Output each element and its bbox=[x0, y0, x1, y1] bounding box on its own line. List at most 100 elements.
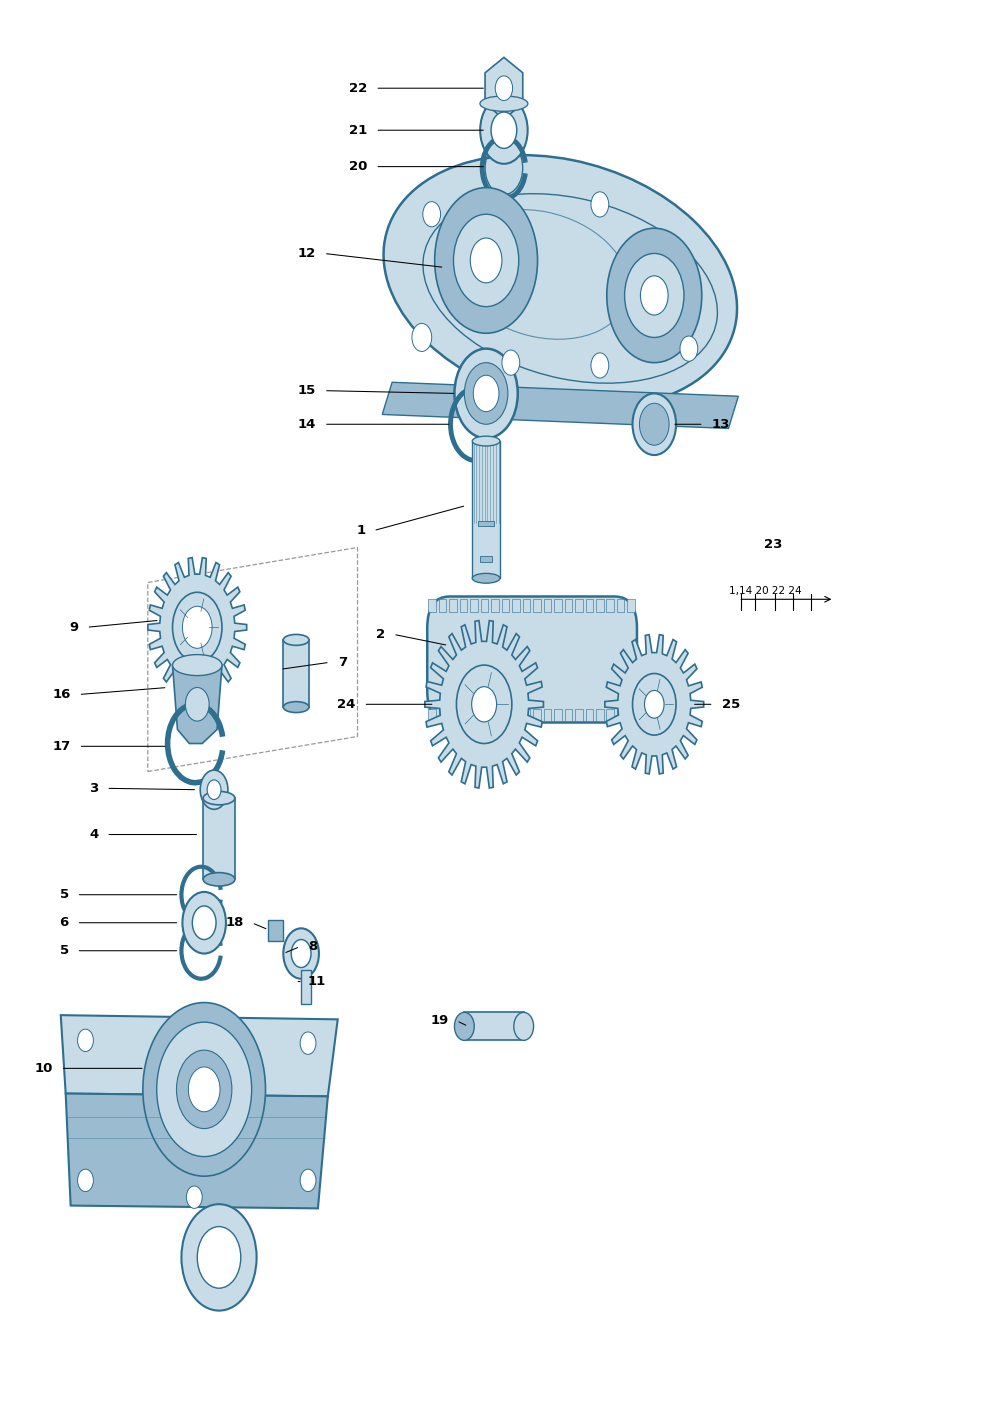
Bar bbox=[502, 599, 509, 612]
Text: 13: 13 bbox=[711, 418, 730, 431]
Text: 15: 15 bbox=[298, 384, 316, 397]
Circle shape bbox=[188, 1066, 220, 1111]
Circle shape bbox=[423, 202, 440, 227]
Bar bbox=[502, 709, 509, 721]
Polygon shape bbox=[485, 58, 523, 119]
Polygon shape bbox=[148, 557, 247, 697]
Circle shape bbox=[641, 276, 669, 316]
Ellipse shape bbox=[284, 634, 310, 645]
Text: 8: 8 bbox=[309, 940, 317, 953]
Bar bbox=[596, 709, 603, 721]
Circle shape bbox=[643, 407, 667, 441]
Text: 18: 18 bbox=[225, 916, 244, 929]
Text: 6: 6 bbox=[60, 916, 68, 929]
Bar bbox=[628, 599, 635, 612]
Circle shape bbox=[607, 229, 701, 362]
Bar bbox=[269, 920, 284, 941]
Text: 4: 4 bbox=[89, 828, 98, 840]
Bar bbox=[438, 599, 446, 612]
Bar bbox=[491, 599, 499, 612]
Bar bbox=[555, 599, 561, 612]
Circle shape bbox=[292, 940, 311, 968]
Bar bbox=[512, 599, 520, 612]
Circle shape bbox=[192, 906, 216, 940]
Ellipse shape bbox=[480, 95, 528, 111]
Bar bbox=[459, 599, 467, 612]
Circle shape bbox=[473, 375, 499, 411]
Bar bbox=[449, 709, 456, 721]
Ellipse shape bbox=[203, 873, 235, 887]
Bar bbox=[555, 709, 561, 721]
FancyBboxPatch shape bbox=[428, 596, 637, 723]
Circle shape bbox=[186, 687, 209, 721]
Circle shape bbox=[182, 1204, 257, 1310]
Circle shape bbox=[207, 780, 221, 800]
Ellipse shape bbox=[203, 791, 235, 805]
Text: 24: 24 bbox=[337, 697, 355, 711]
Bar bbox=[481, 709, 488, 721]
Bar bbox=[491, 709, 499, 721]
Circle shape bbox=[456, 665, 512, 744]
Bar bbox=[575, 599, 582, 612]
Circle shape bbox=[645, 690, 664, 718]
Bar bbox=[438, 709, 446, 721]
Circle shape bbox=[502, 349, 520, 375]
Bar bbox=[596, 599, 603, 612]
Text: 20: 20 bbox=[349, 160, 367, 173]
Text: 5: 5 bbox=[60, 944, 68, 957]
Bar bbox=[470, 599, 478, 612]
Bar bbox=[606, 709, 614, 721]
Circle shape bbox=[464, 362, 508, 424]
Bar bbox=[523, 709, 530, 721]
Ellipse shape bbox=[472, 436, 500, 446]
Circle shape bbox=[470, 239, 502, 283]
Text: 9: 9 bbox=[69, 620, 78, 634]
Polygon shape bbox=[65, 1093, 327, 1208]
Bar bbox=[617, 709, 625, 721]
Circle shape bbox=[183, 606, 212, 648]
Circle shape bbox=[491, 112, 517, 149]
Circle shape bbox=[680, 337, 697, 361]
Bar bbox=[512, 709, 520, 721]
Text: 17: 17 bbox=[53, 739, 70, 753]
Text: 1,14 20 22 24: 1,14 20 22 24 bbox=[729, 586, 802, 596]
Circle shape bbox=[480, 97, 528, 164]
Text: 14: 14 bbox=[298, 418, 316, 431]
Ellipse shape bbox=[452, 209, 629, 340]
Circle shape bbox=[640, 403, 670, 445]
Circle shape bbox=[301, 1033, 316, 1055]
Circle shape bbox=[591, 192, 609, 217]
Ellipse shape bbox=[423, 194, 717, 383]
Text: 5: 5 bbox=[60, 888, 68, 901]
Circle shape bbox=[453, 215, 519, 307]
Text: 19: 19 bbox=[431, 1014, 448, 1027]
Bar bbox=[464, 1013, 524, 1041]
Bar bbox=[302, 971, 311, 1005]
Bar bbox=[449, 599, 456, 612]
Bar bbox=[606, 599, 614, 612]
Circle shape bbox=[157, 1023, 252, 1156]
Text: 1: 1 bbox=[356, 525, 365, 537]
Bar bbox=[470, 709, 478, 721]
Polygon shape bbox=[173, 665, 222, 744]
Circle shape bbox=[183, 892, 226, 954]
Bar bbox=[628, 709, 635, 721]
Bar bbox=[617, 599, 625, 612]
Text: 10: 10 bbox=[35, 1062, 53, 1075]
Bar bbox=[533, 599, 541, 612]
Bar bbox=[585, 599, 593, 612]
Circle shape bbox=[143, 1003, 266, 1176]
Circle shape bbox=[200, 770, 228, 810]
Ellipse shape bbox=[384, 156, 737, 408]
Circle shape bbox=[471, 686, 497, 723]
Polygon shape bbox=[382, 382, 738, 428]
Circle shape bbox=[173, 592, 222, 662]
Ellipse shape bbox=[284, 702, 310, 713]
Bar bbox=[284, 640, 310, 707]
Text: 12: 12 bbox=[298, 247, 316, 260]
Circle shape bbox=[591, 352, 609, 377]
Polygon shape bbox=[61, 1016, 337, 1096]
Circle shape bbox=[495, 76, 513, 101]
Bar bbox=[429, 599, 435, 612]
Circle shape bbox=[284, 929, 319, 979]
